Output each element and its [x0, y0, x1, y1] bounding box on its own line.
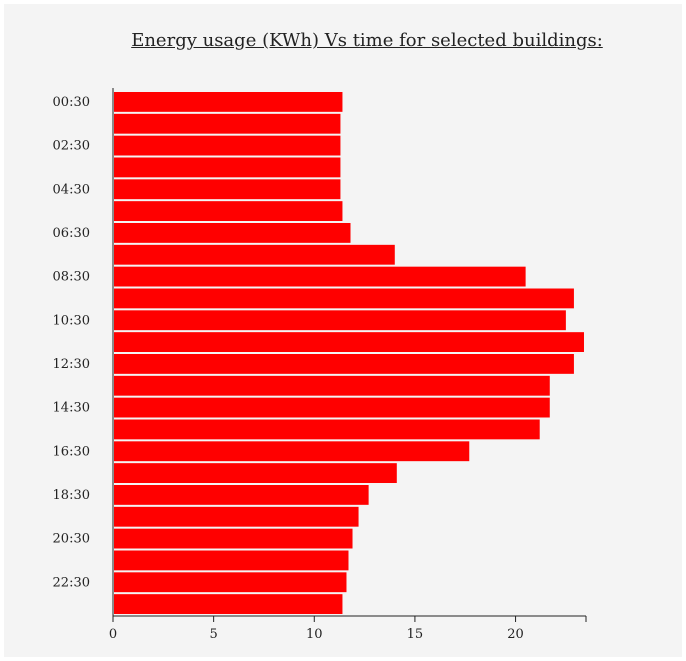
bar-15:30: [114, 419, 540, 440]
bar-13:30: [114, 375, 550, 396]
x-tick-label-10: 10: [306, 627, 323, 642]
bar-22:30: [114, 572, 347, 593]
bar-05:30: [114, 201, 343, 221]
y-tick-label-08:30: 08:30: [53, 270, 90, 285]
x-tick-label-20: 20: [507, 627, 524, 642]
bar-19:30: [114, 506, 359, 527]
bar-16:30: [114, 441, 470, 462]
y-tick-label-12:30: 12:30: [53, 357, 90, 372]
bar-03:30: [114, 157, 341, 178]
bar-09:30: [114, 288, 574, 309]
y-tick-label-22:30: 22:30: [53, 575, 90, 590]
y-tick-label-00:30: 00:30: [53, 95, 90, 110]
y-tick-label-06:30: 06:30: [53, 226, 90, 241]
y-tick-label-16:30: 16:30: [53, 444, 90, 459]
bar-11:30: [114, 332, 584, 352]
bar-08:30: [114, 266, 526, 287]
bar-21:30: [114, 550, 349, 571]
bar-00:30: [114, 92, 343, 112]
bars-group: [114, 92, 584, 614]
y-tick-label-04:30: 04:30: [53, 182, 90, 197]
y-tick-label-20:30: 20:30: [53, 532, 90, 547]
x-tick-label-5: 5: [209, 627, 217, 642]
bar-17:30: [114, 463, 397, 483]
x-tick-label-0: 0: [109, 627, 117, 642]
bar-02:30: [114, 135, 341, 156]
x-tick-label-15: 15: [407, 627, 424, 642]
bar-01:30: [114, 113, 341, 134]
bar-23:30: [114, 594, 343, 614]
y-tick-label-14:30: 14:30: [53, 401, 90, 416]
bar-18:30: [114, 485, 369, 505]
y-tick-label-02:30: 02:30: [53, 139, 90, 154]
bar-10:30: [114, 310, 566, 331]
y-tick-label-18:30: 18:30: [53, 488, 90, 503]
x-axis: 0 5 10 15 20: [109, 615, 587, 642]
bar-07:30: [114, 244, 395, 265]
bar-06:30: [114, 223, 351, 243]
bar-12:30: [114, 354, 574, 374]
bar-14:30: [114, 397, 550, 418]
chart-title: Energy usage (KWh) Vs time for selected …: [131, 30, 603, 51]
y-axis: 00:30 02:30 04:30 06:30 08:30 10:30 12:30 14:30…: [53, 88, 114, 616]
bar-04:30: [114, 179, 341, 200]
bar-20:30: [114, 528, 353, 549]
y-tick-label-10:30: 10:30: [53, 313, 90, 328]
